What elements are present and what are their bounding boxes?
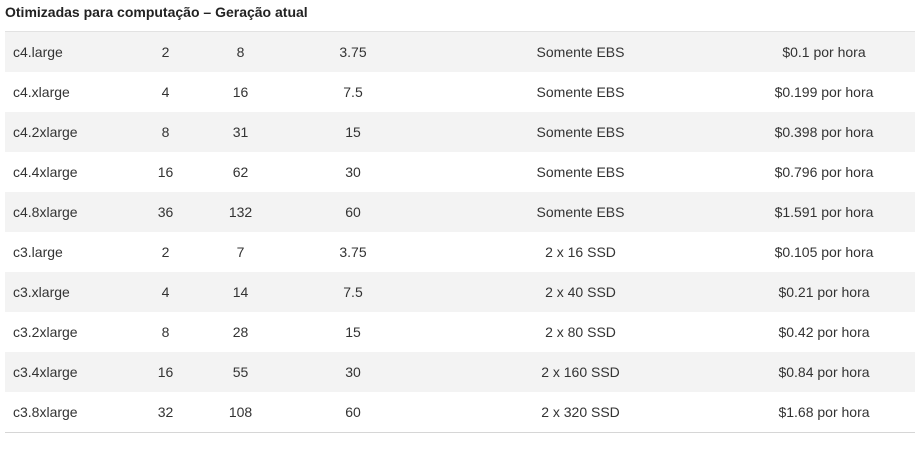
memory-cell: 60 [345,404,361,420]
storage-cell: Somente EBS [536,124,625,140]
instance-type-cell: c4.xlarge [13,84,70,100]
vcpu-cell: 36 [157,204,174,220]
price-cell: $0.398 por hora [774,124,874,140]
instance-type-cell: c3.2xlarge [13,324,78,340]
price-cell: $1.591 por hora [774,204,874,220]
instance-type-cell: c4.8xlarge [13,204,78,220]
table-row: c4.xlarge 4 16 7.5 Somente EBS $0.199 po… [5,72,915,112]
memory-cell: 30 [345,164,361,180]
storage-cell: 2 x 16 SSD [545,244,616,260]
memory-cell: 15 [345,124,361,140]
table-row: c3.4xlarge 16 55 30 2 x 160 SSD $0.84 po… [5,352,915,392]
instance-type-cell: c3.8xlarge [13,404,78,420]
storage-cell: Somente EBS [536,204,625,220]
ecu-cell: 132 [228,204,253,220]
table-row: c3.large 2 7 3.75 2 x 16 SSD $0.105 por … [5,232,915,272]
vcpu-cell: 2 [161,244,170,260]
memory-cell: 7.5 [343,284,363,300]
vcpu-cell: 16 [157,164,174,180]
ecu-cell: 14 [232,284,249,300]
price-cell: $1.68 por hora [778,404,870,420]
table-row: c4.large 2 8 3.75 Somente EBS $0.1 por h… [5,32,915,72]
table-bottom-rule [5,432,915,433]
storage-cell: Somente EBS [536,164,625,180]
storage-cell: 2 x 40 SSD [545,284,616,300]
memory-cell: 15 [345,324,361,340]
vcpu-cell: 8 [161,124,170,140]
storage-cell: 2 x 320 SSD [541,404,620,420]
vcpu-cell: 4 [161,284,170,300]
price-cell: $0.84 por hora [778,364,870,380]
ecu-cell: 8 [236,44,245,60]
ecu-cell: 62 [232,164,249,180]
memory-cell: 30 [345,364,361,380]
vcpu-cell: 16 [157,364,174,380]
vcpu-cell: 4 [161,84,170,100]
table-top-rule [5,31,915,32]
instance-type-cell: c4.4xlarge [13,164,78,180]
instance-type-cell: c3.xlarge [13,284,70,300]
price-cell: $0.105 por hora [774,244,874,260]
table-row: c3.2xlarge 8 28 15 2 x 80 SSD $0.42 por … [5,312,915,352]
price-cell: $0.42 por hora [778,324,870,340]
memory-cell: 60 [345,204,361,220]
pricing-table: c4.large 2 8 3.75 Somente EBS $0.1 por h… [5,32,915,432]
ecu-cell: 28 [232,324,249,340]
storage-cell: 2 x 160 SSD [541,364,620,380]
memory-cell: 3.75 [339,44,367,60]
vcpu-cell: 2 [161,44,170,60]
instance-type-cell: c4.large [13,44,63,60]
vcpu-cell: 32 [157,404,174,420]
storage-cell: 2 x 80 SSD [545,324,616,340]
storage-cell: Somente EBS [536,44,625,60]
memory-cell: 3.75 [339,244,367,260]
table-row: c4.8xlarge 36 132 60 Somente EBS $1.591 … [5,192,915,232]
memory-cell: 7.5 [343,84,363,100]
ecu-cell: 16 [232,84,249,100]
storage-cell: Somente EBS [536,84,625,100]
vcpu-cell: 8 [161,324,170,340]
table-row: c3.xlarge 4 14 7.5 2 x 40 SSD $0.21 por … [5,272,915,312]
price-cell: $0.199 por hora [774,84,874,100]
ecu-cell: 55 [232,364,249,380]
pricing-table-body: c4.large 2 8 3.75 Somente EBS $0.1 por h… [5,32,915,432]
price-cell: $0.21 por hora [778,284,870,300]
ecu-cell: 31 [232,124,249,140]
ecu-cell: 108 [228,404,253,420]
instance-type-cell: c3.4xlarge [13,364,78,380]
table-row: c3.8xlarge 32 108 60 2 x 320 SSD $1.68 p… [5,392,915,432]
price-cell: $0.796 por hora [774,164,874,180]
instance-type-cell: c3.large [13,244,63,260]
section-title: Otimizadas para computação – Geração atu… [5,4,308,20]
instance-type-cell: c4.2xlarge [13,124,78,140]
table-row: c4.4xlarge 16 62 30 Somente EBS $0.796 p… [5,152,915,192]
price-cell: $0.1 por hora [782,44,866,60]
ecu-cell: 7 [236,244,245,260]
table-row: c4.2xlarge 8 31 15 Somente EBS $0.398 po… [5,112,915,152]
